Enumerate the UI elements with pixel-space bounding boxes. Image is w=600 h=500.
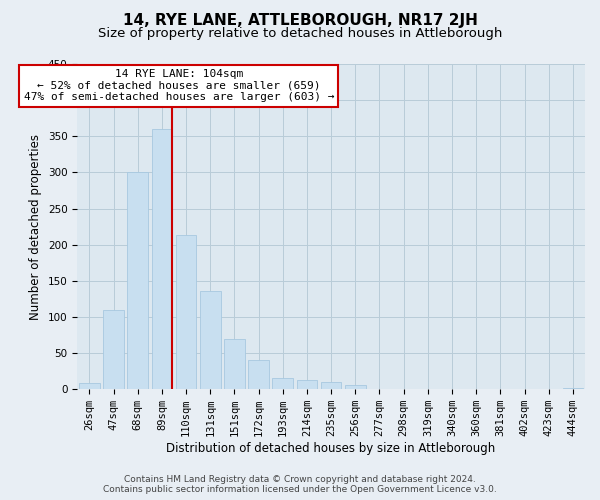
Bar xyxy=(345,385,365,389)
Text: Contains HM Land Registry data © Crown copyright and database right 2024.
Contai: Contains HM Land Registry data © Crown c… xyxy=(103,474,497,494)
Bar xyxy=(272,378,293,389)
Bar xyxy=(224,338,245,389)
Bar xyxy=(103,310,124,389)
Bar xyxy=(127,172,148,389)
Y-axis label: Number of detached properties: Number of detached properties xyxy=(29,134,42,320)
X-axis label: Distribution of detached houses by size in Attleborough: Distribution of detached houses by size … xyxy=(167,442,496,455)
Text: Size of property relative to detached houses in Attleborough: Size of property relative to detached ho… xyxy=(98,28,502,40)
Bar xyxy=(79,382,100,389)
Text: 14 RYE LANE: 104sqm
← 52% of detached houses are smaller (659)
47% of semi-detac: 14 RYE LANE: 104sqm ← 52% of detached ho… xyxy=(23,69,334,102)
Bar xyxy=(176,234,196,389)
Text: 14, RYE LANE, ATTLEBOROUGH, NR17 2JH: 14, RYE LANE, ATTLEBOROUGH, NR17 2JH xyxy=(122,12,478,28)
Bar xyxy=(248,360,269,389)
Bar xyxy=(563,388,583,389)
Bar xyxy=(200,291,221,389)
Bar xyxy=(152,129,172,389)
Bar xyxy=(321,382,341,389)
Bar xyxy=(296,380,317,389)
